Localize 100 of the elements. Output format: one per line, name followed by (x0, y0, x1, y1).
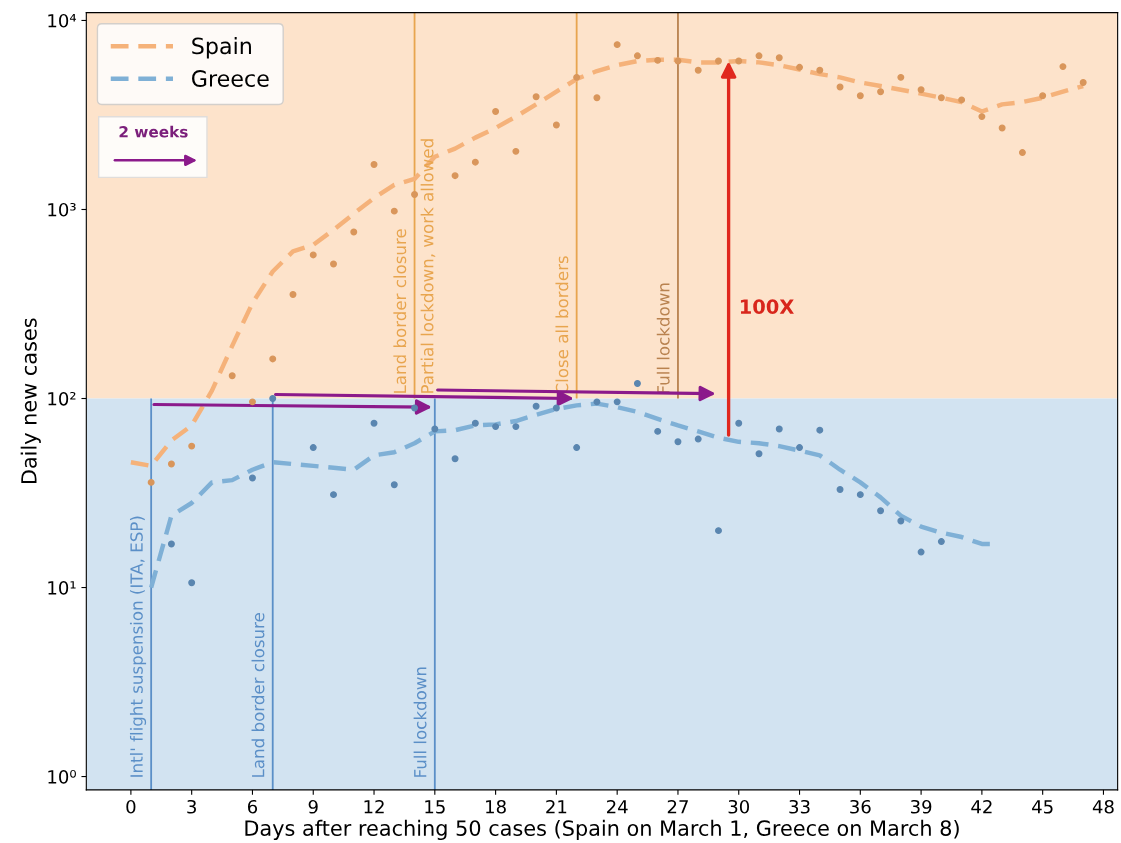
point (593, 94, 601, 102)
point (856, 92, 864, 100)
ref-line-label: Full lockdown (413, 667, 427, 777)
legend-label: Spain (192, 37, 251, 59)
point (370, 419, 378, 427)
point (775, 425, 783, 433)
x-tick-label: 45 (1032, 800, 1053, 814)
legend-label: Greece (192, 70, 269, 87)
x-tick-label: 33 (789, 799, 810, 814)
point (715, 57, 722, 65)
point (411, 191, 419, 198)
point (937, 94, 945, 102)
x-tick-label: 9 (308, 799, 318, 814)
point (796, 63, 804, 71)
point (877, 507, 885, 515)
x-tick-label: 3 (187, 799, 196, 814)
point (248, 474, 256, 482)
y-tick-label: 10⁰ (48, 770, 76, 784)
point (512, 423, 520, 431)
point (1039, 92, 1047, 100)
point (897, 517, 905, 525)
point (492, 423, 500, 431)
point (309, 251, 317, 259)
point (532, 402, 540, 410)
point (1059, 63, 1067, 71)
point (755, 52, 763, 60)
point (755, 450, 763, 458)
point (1018, 149, 1026, 157)
ref-line-label: Land border closure (251, 613, 265, 777)
point (998, 124, 1006, 132)
x-tick-label: 6 (247, 799, 258, 814)
point (431, 425, 439, 433)
x-tick-label: 21 (546, 799, 567, 814)
point (188, 579, 196, 587)
ref-line-label: Land border closure (393, 229, 407, 393)
point (370, 161, 378, 168)
point (674, 438, 682, 446)
point (167, 460, 175, 468)
point (492, 108, 500, 115)
point (167, 540, 175, 548)
point (147, 478, 155, 486)
point (937, 538, 945, 546)
point (330, 260, 337, 268)
x-tick-label: 24 (607, 799, 628, 814)
point (552, 121, 560, 129)
point (330, 491, 337, 499)
point (512, 147, 520, 155)
point (552, 404, 560, 412)
point (573, 444, 581, 452)
point (715, 527, 722, 535)
y-tick-label: 10³ (48, 202, 76, 217)
point (917, 86, 925, 94)
point (633, 380, 641, 388)
point (532, 93, 540, 101)
point (816, 66, 824, 74)
x-tick-label: 30 (728, 799, 750, 814)
point (796, 444, 804, 452)
y-tick-label: 10² (48, 391, 76, 406)
point (390, 481, 398, 489)
point (613, 41, 621, 49)
x-tick-label: 15 (425, 800, 445, 814)
point (471, 158, 479, 166)
point (856, 491, 864, 499)
point (654, 56, 662, 64)
point (877, 88, 885, 96)
point (836, 486, 844, 493)
point (248, 398, 256, 406)
point (694, 66, 702, 74)
point (694, 435, 702, 443)
point (309, 444, 317, 452)
x-tick-label: 12 (364, 799, 384, 814)
point (269, 355, 277, 363)
point (775, 54, 783, 62)
point (269, 395, 277, 402)
annotation: 2 weeks (119, 125, 188, 138)
x-tick-label: 48 (1092, 799, 1114, 814)
point (350, 228, 358, 236)
point (917, 548, 925, 556)
y-tick-label: 10¹ (48, 580, 76, 595)
point (390, 207, 398, 215)
point (471, 419, 479, 427)
ref-line-label: Intl' flight suspension (ITA, ESP) (129, 516, 147, 777)
point (633, 52, 641, 60)
point (836, 83, 844, 91)
point (613, 398, 621, 406)
point (735, 57, 743, 65)
annotation: Partial lockdown, work allowed (420, 139, 436, 393)
point (735, 419, 743, 427)
x-tick-label: 42 (971, 799, 992, 814)
y-tick-label: 10⁴ (48, 13, 77, 28)
point (573, 73, 581, 81)
point (958, 96, 966, 104)
point (816, 426, 824, 434)
point (411, 404, 419, 412)
point (451, 455, 459, 463)
point (289, 291, 297, 298)
point (897, 73, 905, 81)
point (978, 113, 986, 121)
x-tick-label: 39 (910, 799, 932, 814)
point (1079, 78, 1087, 86)
